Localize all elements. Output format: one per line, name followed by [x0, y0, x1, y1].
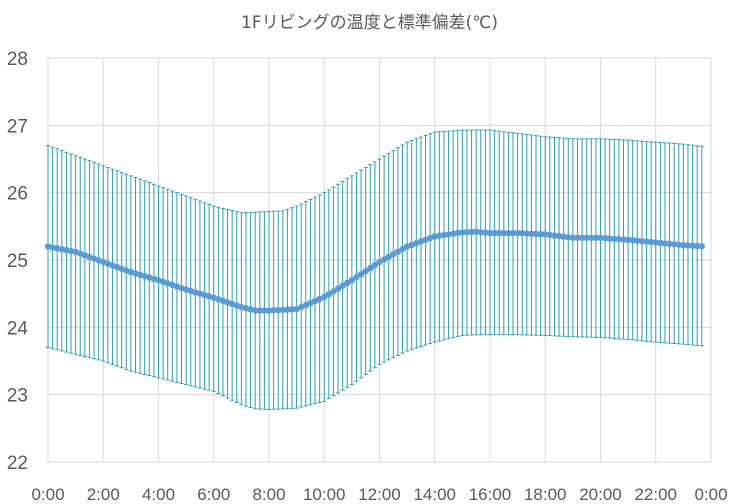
mean-point [647, 238, 655, 246]
mean-point [371, 261, 379, 269]
mean-point [597, 234, 604, 241]
mean-point [353, 273, 360, 281]
x-tick-label: 0:00 [31, 485, 64, 504]
mean-point [468, 228, 475, 236]
y-tick-label: 28 [7, 49, 28, 70]
mean-point [611, 235, 618, 242]
mean-point [288, 306, 296, 313]
mean-point [477, 228, 484, 236]
mean-point [279, 306, 287, 314]
mean-point [661, 240, 669, 247]
x-axis-ticks: 0:00 2:00 4:00 6:00 8:00 10:00 12:00 14:00 16:00… [31, 485, 727, 504]
mean-point [344, 279, 351, 287]
mean-point [537, 230, 544, 238]
mean-point [624, 236, 632, 243]
mean-point [265, 307, 273, 314]
mean-point [684, 242, 692, 249]
mean-point [496, 229, 503, 237]
mean-point [362, 267, 369, 275]
mean-point [256, 307, 263, 314]
mean-point [339, 282, 346, 290]
mean-point [251, 307, 259, 314]
x-tick-label: 18:00 [524, 485, 567, 504]
mean-point [652, 239, 659, 246]
mean-point [491, 229, 498, 237]
y-tick-label: 25 [7, 251, 28, 272]
mean-point [620, 236, 627, 243]
y-tick-label: 27 [7, 116, 28, 137]
y-tick-label: 24 [7, 318, 29, 339]
mean-point [670, 241, 678, 248]
y-axis-ticks: 22 23 24 25 26 27 28 [7, 49, 29, 474]
mean-point [583, 234, 590, 241]
mean-point [348, 277, 356, 284]
mean-point [606, 235, 613, 242]
x-tick-label: 22:00 [634, 485, 677, 504]
mean-point [500, 229, 508, 237]
x-tick-label: 4:00 [142, 485, 175, 504]
mean-point [532, 230, 540, 238]
mean-point [592, 234, 600, 241]
x-tick-label: 16:00 [469, 485, 512, 504]
mean-point [505, 229, 512, 237]
mean-point [689, 242, 696, 249]
mean-point [321, 293, 328, 301]
x-tick-label: 12:00 [358, 485, 401, 504]
mean-point [528, 230, 535, 237]
mean-point [638, 237, 646, 245]
mean-point [680, 241, 687, 249]
chart-title: 1Fリビングの温度と標準偏差(℃) [241, 13, 498, 33]
mean-point [569, 234, 577, 241]
mean-point [334, 285, 342, 292]
y-tick-label: 22 [7, 453, 28, 474]
mean-point [284, 306, 291, 313]
mean-point [519, 230, 526, 237]
y-tick-label: 26 [7, 184, 28, 205]
mean-point [666, 240, 673, 248]
mean-point [367, 264, 374, 272]
mean-point [523, 230, 531, 237]
mean-point [675, 241, 682, 248]
mean-point [634, 237, 641, 244]
x-tick-label: 10:00 [303, 485, 346, 504]
mean-point [615, 235, 623, 243]
x-tick-label: 20:00 [579, 485, 622, 504]
mean-point [325, 291, 333, 298]
x-tick-label: 0:00 [694, 485, 727, 504]
mean-point [574, 234, 581, 241]
mean-point [514, 229, 521, 237]
mean-point [357, 270, 365, 278]
x-tick-label: 6:00 [197, 485, 230, 504]
mean-point [486, 229, 494, 237]
mean-point [459, 229, 466, 236]
x-tick-label: 2:00 [87, 485, 120, 504]
mean-point [275, 306, 282, 314]
mean-point [261, 307, 268, 314]
mean-point [330, 288, 337, 295]
mean-series [44, 228, 705, 314]
mean-point [482, 229, 489, 236]
x-tick-label: 8:00 [252, 485, 285, 504]
y-tick-label: 23 [7, 386, 28, 407]
mean-point [643, 238, 650, 245]
mean-point [509, 229, 517, 237]
mean-point [698, 243, 705, 250]
mean-point [601, 234, 609, 242]
mean-point [472, 228, 480, 235]
mean-point [588, 234, 595, 241]
error-bars [46, 129, 704, 410]
mean-point [463, 228, 471, 236]
x-tick-label: 14:00 [413, 485, 456, 504]
mean-point [270, 307, 277, 314]
mean-point [693, 242, 701, 250]
mean-point [657, 239, 664, 247]
mean-point [578, 234, 586, 241]
mean-point [629, 237, 636, 244]
